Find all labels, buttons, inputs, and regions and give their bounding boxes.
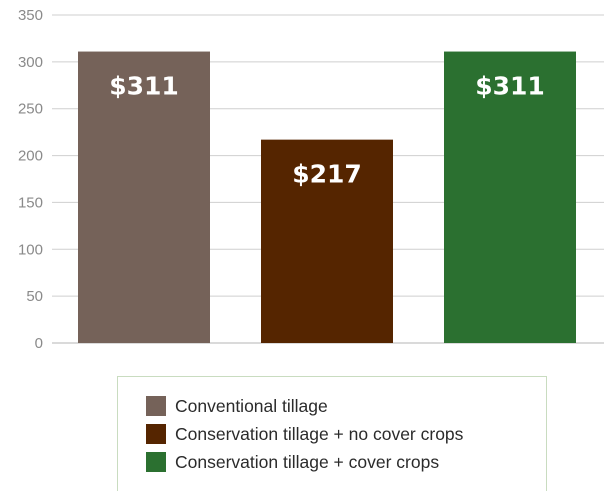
- bar: [444, 51, 576, 343]
- y-axis-ticks: 0 50 100 150 200 250 300 350: [18, 7, 43, 352]
- legend-item-conservation-cover: Conservation tillage + cover crops: [146, 451, 439, 473]
- legend-label: Conservation tillage + cover crops: [175, 451, 440, 472]
- bar-value-labels: $311 $217 $311: [109, 72, 545, 189]
- bar: [261, 139, 393, 343]
- bar-value-label: $217: [292, 160, 362, 189]
- y-tick-label: 350: [18, 7, 43, 24]
- y-tick-label: 250: [18, 101, 43, 118]
- legend-label: Conventional tillage: [175, 395, 328, 416]
- bar-value-label: $311: [109, 72, 179, 101]
- y-tick-label: 0: [35, 335, 43, 352]
- y-tick-label: 150: [18, 194, 43, 211]
- legend-item-conservation-no-cover: Conservation tillage + no cover crops: [146, 423, 463, 445]
- legend-swatch: [146, 452, 166, 472]
- y-tick-label: 300: [18, 54, 43, 71]
- y-tick-label: 200: [18, 148, 43, 165]
- legend-swatch: [146, 424, 166, 444]
- bar-value-label: $311: [475, 72, 545, 101]
- y-tick-label: 50: [26, 288, 43, 305]
- legend: Conventional tillage Conservation tillag…: [117, 376, 547, 491]
- bar-chart: 0 50 100 150 200 250 300 350 $311 $217 $311: [18, 7, 604, 352]
- bars: [78, 51, 576, 343]
- legend-label: Conservation tillage + no cover crops: [175, 423, 464, 444]
- legend-swatch: [146, 396, 166, 416]
- legend-item-conventional-tillage: Conventional tillage: [146, 395, 328, 417]
- y-tick-label: 100: [18, 241, 43, 258]
- bar: [78, 51, 210, 343]
